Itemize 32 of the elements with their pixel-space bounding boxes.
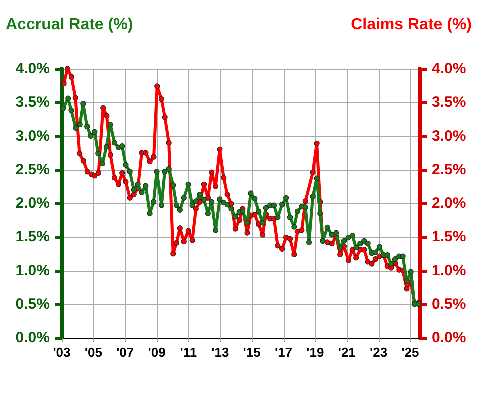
x-tick-label: '07 <box>116 345 134 360</box>
y2-tick-label: 1.0% <box>432 262 466 280</box>
y-tick-label: 1.5% <box>16 228 50 246</box>
y2-tick-label: 3.5% <box>432 94 466 112</box>
y2-axis-title: Claims Rate (%) <box>351 16 472 34</box>
x-tick-label: '21 <box>338 345 356 360</box>
y2-tick-label: 4.0% <box>432 60 466 78</box>
y-tick-label: 0.0% <box>16 330 50 346</box>
y2-tick-label: 0.5% <box>432 296 466 313</box>
x-tick-label: '09 <box>148 345 166 360</box>
x-tick-label: '15 <box>243 345 261 360</box>
y2-tick-label: 2.5% <box>432 161 466 178</box>
y-tick-label: 2.5% <box>16 161 50 178</box>
x-tick-label: '19 <box>306 345 324 360</box>
y-tick-label: 3.0% <box>16 128 50 145</box>
y-tick-label: 0.5% <box>16 296 50 313</box>
x-tick-label: '23 <box>370 345 388 360</box>
y-tick-label: 2.0% <box>16 195 50 212</box>
y2-tick-label: 0.0% <box>432 330 466 346</box>
x-tick-label: '05 <box>84 345 102 360</box>
y-axis-title: Accrual Rate (%) <box>6 16 134 34</box>
y-tick-label: 3.5% <box>16 94 50 112</box>
x-tick-label: '11 <box>180 345 198 360</box>
y-tick-label: 1.0% <box>16 262 50 280</box>
x-tick-label: '17 <box>274 345 293 360</box>
x-tick-label: '03 <box>53 345 71 360</box>
y2-tick-label: 1.5% <box>432 228 466 246</box>
y2-tick-label: 3.0% <box>432 128 466 145</box>
x-tick-label: '25 <box>402 345 420 360</box>
x-tick-label: '13 <box>212 345 230 360</box>
y2-tick-label: 2.0% <box>432 195 466 212</box>
y-tick-label: 4.0% <box>16 60 50 78</box>
